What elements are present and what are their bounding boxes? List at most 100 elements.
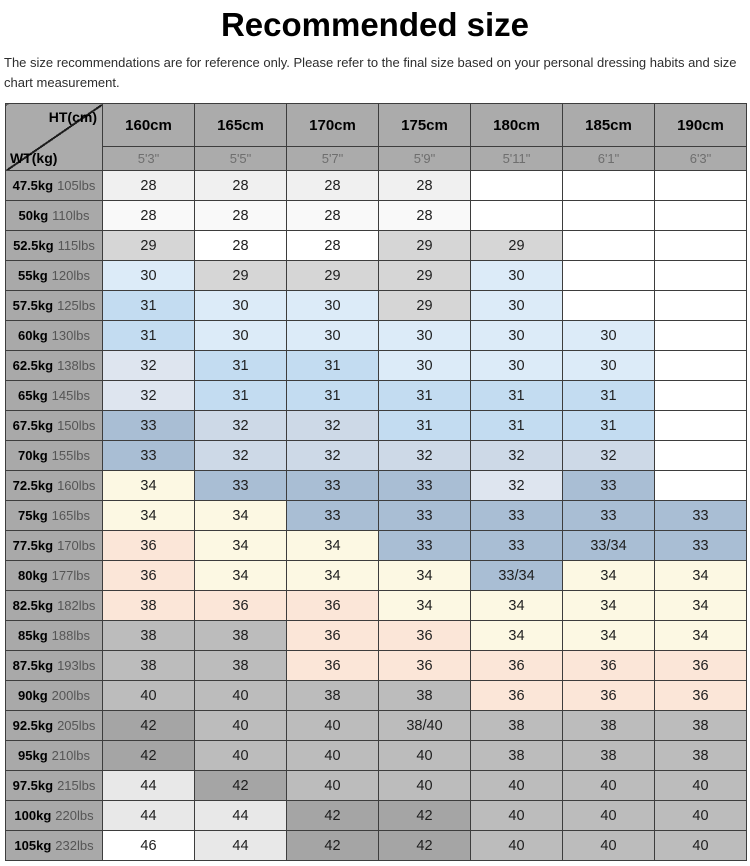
table-row: 82.5kg 182lbs 38 36 36 34 34 34 34 (5, 590, 747, 621)
weight-kg: 67.5kg (12, 418, 54, 433)
row-label: 75kg 165lbs (5, 500, 103, 531)
size-cell: 30 (470, 320, 563, 351)
size-cell: 31 (194, 350, 287, 381)
row-label: 77.5kg 170lbs (5, 530, 103, 561)
weight-lbs: 138lbs (57, 358, 96, 373)
size-cell: 38 (654, 710, 747, 741)
table-row: 95kg 210lbs 42 40 40 40 38 38 38 (5, 740, 747, 771)
table-row: 87.5kg 193lbs 38 38 36 36 36 36 36 (5, 650, 747, 681)
size-cell: 36 (286, 650, 379, 681)
weight-lbs: 130lbs (51, 328, 90, 343)
height-row-ft: 5'3" 5'5" 5'7" 5'9" 5'11" 6'1" 6'3" (6, 146, 747, 171)
size-cell: 40 (286, 710, 379, 741)
table-row: 57.5kg 125lbs 31 30 30 29 30 (5, 290, 747, 321)
height-ft-header: 5'11" (470, 146, 563, 171)
weight-lbs: 125lbs (57, 298, 96, 313)
size-cell: 30 (470, 290, 563, 321)
weight-kg: 52.5kg (13, 238, 54, 253)
row-label: 82.5kg 182lbs (5, 590, 103, 621)
size-cell: 42 (102, 740, 195, 771)
size-cell: 34 (654, 590, 747, 621)
height-ft-header: 5'3" (102, 146, 195, 171)
size-cell (654, 350, 747, 381)
row-label: 95kg 210lbs (5, 740, 103, 771)
row-label: 90kg 200lbs (5, 680, 103, 711)
size-cell: 44 (102, 770, 195, 801)
row-label: 105kg 232lbs (5, 830, 103, 861)
table-row: 72.5kg 160lbs 34 33 33 33 32 33 (5, 470, 747, 501)
size-cell: 36 (470, 680, 563, 711)
weight-kg: 100kg (14, 808, 52, 823)
size-cell: 40 (378, 740, 471, 771)
height-ft-header: 5'5" (194, 146, 287, 171)
size-cell: 36 (194, 590, 287, 621)
size-cell: 34 (562, 560, 655, 591)
size-cell: 36 (378, 620, 471, 651)
row-label: 55kg 120lbs (5, 260, 103, 291)
size-cell: 42 (102, 710, 195, 741)
weight-lbs: 232lbs (55, 838, 94, 853)
size-cell: 33 (654, 530, 747, 561)
size-cell: 31 (286, 380, 379, 411)
table-row: 105kg 232lbs 46 44 42 42 40 40 40 (5, 830, 747, 861)
size-cell: 34 (470, 620, 563, 651)
size-cell: 31 (562, 410, 655, 441)
size-cell: 28 (194, 200, 287, 231)
size-cell: 30 (378, 350, 471, 381)
row-label: 65kg 145lbs (5, 380, 103, 411)
size-cell: 28 (102, 200, 195, 231)
row-label: 47.5kg 105lbs (5, 170, 103, 201)
size-cell: 28 (102, 170, 195, 201)
size-cell: 40 (286, 740, 379, 771)
size-cell: 36 (102, 560, 195, 591)
size-cell: 30 (562, 320, 655, 351)
size-cell: 30 (470, 260, 563, 291)
weight-lbs: 205lbs (57, 718, 96, 733)
size-cell: 42 (378, 800, 471, 831)
size-cell: 42 (378, 830, 471, 861)
table-header: HT(cm) WT(kg) 160cm 165cm 170cm 175cm 180cm 1… (5, 103, 747, 171)
size-cell: 33 (562, 500, 655, 531)
size-cell: 44 (194, 800, 287, 831)
size-cell: 28 (286, 200, 379, 231)
size-cell: 40 (194, 710, 287, 741)
height-col-header: 180cm (470, 103, 563, 147)
table-row: 85kg 188lbs 38 38 36 36 34 34 34 (5, 620, 747, 651)
size-cell: 28 (286, 230, 379, 261)
size-cell: 31 (194, 380, 287, 411)
height-col-header: 165cm (194, 103, 287, 147)
size-cell: 33 (286, 470, 379, 501)
size-cell (470, 200, 563, 231)
size-cell: 30 (194, 290, 287, 321)
size-cell (654, 380, 747, 411)
size-cell: 34 (562, 590, 655, 621)
size-cell: 40 (470, 800, 563, 831)
size-cell: 31 (378, 410, 471, 441)
weight-lbs: 105lbs (57, 178, 96, 193)
size-cell: 33 (378, 470, 471, 501)
weight-kg: 70kg (18, 448, 48, 463)
size-cell: 32 (286, 410, 379, 441)
size-cell (654, 410, 747, 441)
size-cell: 40 (286, 770, 379, 801)
weight-kg: 55kg (18, 268, 48, 283)
table-row: 77.5kg 170lbs 36 34 34 33 33 33/34 33 (5, 530, 747, 561)
row-label: 100kg 220lbs (5, 800, 103, 831)
weight-lbs: 210lbs (51, 748, 90, 763)
weight-lbs: 165lbs (51, 508, 90, 523)
size-cell: 40 (470, 770, 563, 801)
size-cell: 44 (194, 830, 287, 861)
weight-kg: 50kg (18, 208, 49, 223)
size-cell: 36 (654, 680, 747, 711)
size-cell: 32 (286, 440, 379, 471)
weight-lbs: 193lbs (57, 658, 96, 673)
size-cell: 33 (102, 440, 195, 471)
size-cell: 33 (562, 470, 655, 501)
size-cell: 30 (286, 320, 379, 351)
size-cell: 29 (378, 260, 471, 291)
size-cell: 38 (194, 620, 287, 651)
size-cell (562, 260, 655, 291)
size-cell (654, 290, 747, 321)
size-cell: 38 (194, 650, 287, 681)
height-col-header: 190cm (654, 103, 747, 147)
